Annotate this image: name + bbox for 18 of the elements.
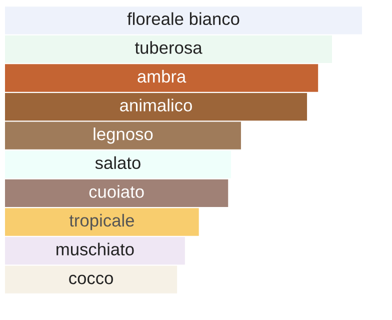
- bar: [5, 150, 231, 178]
- bar: [5, 92, 308, 121]
- y-tick-label: muschiato: [56, 242, 134, 256]
- bar: [5, 64, 318, 92]
- y-tick-label: legnoso: [94, 128, 153, 144]
- y-tick-label: salato: [95, 156, 140, 170]
- y-tick-label: cuoiato: [89, 185, 144, 198]
- y-tick-label: animalico: [120, 98, 192, 112]
- bar: [5, 236, 185, 265]
- bar: [5, 122, 241, 150]
- y-tick-label: tuberosa: [134, 41, 202, 54]
- y-tick-label: floreale bianco: [127, 12, 240, 26]
- y-tick-label: tropicale: [69, 214, 134, 230]
- bar: [5, 266, 178, 294]
- bar: [5, 208, 199, 236]
- bar: [5, 179, 228, 208]
- y-tick-label: cocco: [69, 274, 113, 284]
- y-tick-label: ambra: [138, 70, 186, 83]
